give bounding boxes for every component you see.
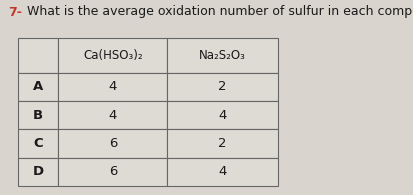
Bar	[167, 129, 277, 158]
Text: C: C	[33, 137, 43, 150]
Bar	[167, 158, 277, 186]
Bar	[18, 38, 58, 73]
Bar	[58, 73, 167, 101]
Bar	[58, 158, 167, 186]
Text: B: B	[33, 109, 43, 122]
Text: D: D	[33, 165, 44, 178]
Text: 6: 6	[109, 165, 117, 178]
Bar	[167, 38, 277, 73]
Bar	[58, 101, 167, 129]
Bar	[58, 129, 167, 158]
Text: 6: 6	[109, 137, 117, 150]
Bar	[18, 158, 58, 186]
Text: Na₂S₂O₃: Na₂S₂O₃	[199, 49, 246, 62]
Bar	[18, 73, 58, 101]
Text: 7-: 7-	[8, 5, 22, 19]
Text: 4: 4	[218, 109, 226, 122]
Text: 4: 4	[109, 109, 117, 122]
Bar	[18, 129, 58, 158]
Bar	[167, 73, 277, 101]
Bar	[167, 101, 277, 129]
Text: 4: 4	[218, 165, 226, 178]
Text: Ca(HSO₃)₂: Ca(HSO₃)₂	[83, 49, 142, 62]
Bar	[18, 101, 58, 129]
Text: 2: 2	[218, 137, 226, 150]
Bar	[58, 38, 167, 73]
Text: 2: 2	[218, 80, 226, 93]
Text: A: A	[33, 80, 43, 93]
Text: What is the average oxidation number of sulfur in each compound?: What is the average oxidation number of …	[19, 5, 413, 19]
Text: 4: 4	[109, 80, 117, 93]
